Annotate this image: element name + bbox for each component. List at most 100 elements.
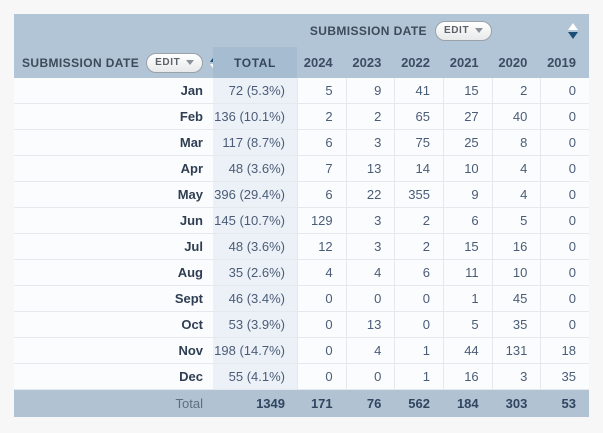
crosstab-table: SUBMISSION DATE EDIT SUBMISSION DATE EDI… [14,14,589,417]
column-header-year: 2019 [547,55,576,70]
footer-column-total: 76 [366,396,382,411]
table-row: Nov 198 (14.7%) 0 4 1 44 131 18 [14,338,589,364]
table-row: Jan 72 (5.3%) 5 9 41 15 2 0 [14,78,589,104]
cell-row-total: 117 (8.7%) [213,130,297,155]
table-row: Oct 53 (3.9%) 0 13 0 5 35 0 [14,312,589,338]
cell-value: 6 [394,260,443,285]
cell-value: 0 [540,130,589,155]
cell-value: 10 [491,260,541,285]
cell-value: 0 [540,156,589,181]
footer-column-total: 184 [456,396,479,411]
cell-row-total: 145 (10.7%) [213,208,297,233]
cell-value: 41 [394,78,443,103]
table-row: Apr 48 (3.6%) 7 13 14 10 4 0 [14,156,589,182]
chevron-down-icon [475,28,484,33]
cell-row-total: 53 (3.9%) [213,312,297,337]
row-label-month: Dec [179,369,203,384]
cell-value: 8 [491,130,541,155]
cell-value: 16 [443,364,492,389]
table-row: Feb 136 (10.1%) 2 2 65 27 40 0 [14,104,589,130]
cell-row-total: 72 (5.3%) [213,78,297,103]
cell-value: 75 [394,130,443,155]
cell-value: 11 [443,260,492,285]
row-label-month: Aug [177,265,203,280]
cell-value: 0 [540,312,589,337]
cell-value: 0 [345,286,395,311]
cell-row-total: 136 (10.1%) [213,104,297,129]
row-label-month: Jun [179,213,203,228]
column-sort-control[interactable] [568,22,578,39]
cell-value: 3 [345,208,395,233]
cell-value: 0 [540,208,589,233]
cell-value: 2 [345,104,395,129]
footer-label: Total [175,396,203,411]
cell-value: 4 [491,182,541,207]
table-row: Dec 55 (4.1%) 0 0 1 16 3 35 [14,364,589,390]
cell-value: 2 [394,208,443,233]
cell-value: 27 [443,104,492,129]
footer-column-total: 562 [408,396,430,411]
cell-value: 0 [394,286,443,311]
cell-value: 0 [297,338,346,363]
cell-value: 4 [345,338,395,363]
row-label-month: Sept [174,291,203,306]
table-row: Jun 145 (10.7%) 129 3 2 6 5 0 [14,208,589,234]
cell-value: 131 [491,338,541,363]
row-axis-title: SUBMISSION DATE [22,55,140,70]
cell-value: 5 [491,208,541,233]
cell-value: 44 [443,338,492,363]
cell-value: 7 [297,156,346,181]
cell-row-total: 46 (3.4%) [213,286,297,311]
cell-value: 5 [443,312,492,337]
sort-ascending-icon [568,22,578,30]
row-label-month: Jul [184,239,203,254]
footer-grand-total: 1349 [256,396,285,411]
row-label-month: Jan [180,83,203,98]
row-axis-edit-button[interactable]: EDIT [146,52,204,73]
column-axis-edit-button[interactable]: EDIT [434,20,493,41]
cell-value: 10 [443,156,492,181]
cell-value: 18 [540,338,589,363]
row-label-month: Nov [178,343,203,358]
cell-value: 5 [297,78,346,103]
table-row: Sept 46 (3.4%) 0 0 0 1 45 0 [14,286,589,312]
cell-value: 35 [540,364,589,389]
cell-value: 2 [297,104,346,129]
column-header-year: 2021 [449,55,479,70]
cell-value: 35 [491,312,541,337]
cell-value: 129 [297,208,346,233]
column-header-year: 2023 [352,55,382,70]
cell-row-total: 35 (2.6%) [213,260,297,285]
cell-value: 4 [297,260,346,285]
cell-value: 0 [297,312,346,337]
cell-value: 15 [443,234,492,259]
cell-value: 6 [443,208,492,233]
cell-row-total: 396 (29.4%) [213,182,297,207]
column-header-row: SUBMISSION DATE EDIT TOTAL 2024 2023 2022 2… [14,47,589,78]
cell-value: 3 [345,234,395,259]
column-header-year: 2024 [303,55,333,70]
cell-row-total: 55 (4.1%) [213,364,297,389]
cell-value: 0 [540,78,589,103]
cell-value: 13 [345,312,395,337]
column-header-year: 2022 [401,55,430,70]
table-row: Jul 48 (3.6%) 12 3 2 15 16 0 [14,234,589,260]
table-row: Aug 35 (2.6%) 4 4 6 11 10 0 [14,260,589,286]
cell-value: 9 [443,182,492,207]
cell-value: 0 [540,182,589,207]
cell-value: 12 [297,234,346,259]
cell-value: 0 [540,104,589,129]
row-label-month: Feb [179,109,203,124]
column-axis-header: SUBMISSION DATE EDIT [14,14,589,47]
row-label-month: May [177,187,203,202]
cell-value: 1 [394,364,443,389]
table-body: Jan 72 (5.3%) 5 9 41 15 2 0 Feb 136 (10.1%) 2 2 65 27… [14,78,589,390]
cell-value: 1 [394,338,443,363]
row-label-month: Mar [179,135,203,150]
cell-value: 14 [394,156,443,181]
cell-value: 22 [345,182,395,207]
cell-value: 25 [443,130,492,155]
cell-value: 0 [345,364,395,389]
sort-descending-icon [568,31,578,39]
cell-value: 9 [345,78,395,103]
